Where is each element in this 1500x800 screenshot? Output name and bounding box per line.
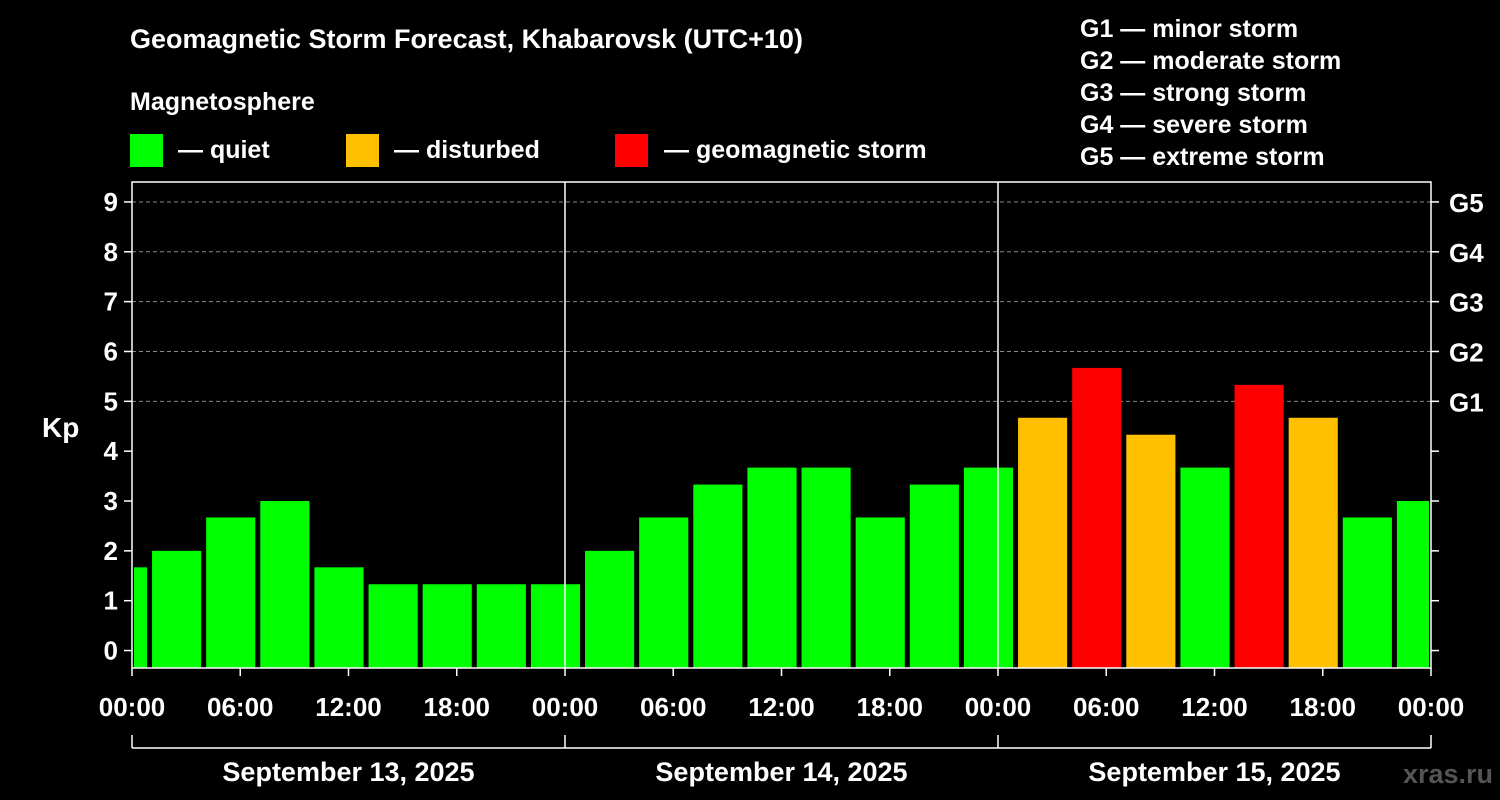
x-tick-label: 18:00 [1290, 692, 1357, 722]
x-tick-label: 18:00 [424, 692, 491, 722]
scale-g2: G2 — moderate storm [1080, 47, 1341, 75]
day-label: September 15, 2025 [1088, 757, 1340, 787]
kp-bar [368, 584, 418, 668]
kp-bar [1342, 517, 1392, 668]
scale-g3: G3 — strong storm [1080, 79, 1306, 107]
g-scale-label: G2 [1449, 337, 1484, 367]
kp-bar [134, 567, 148, 668]
y-tick-label: 4 [104, 436, 119, 466]
kp-bar [801, 467, 851, 668]
scale-g4: G4 — severe storm [1080, 111, 1308, 139]
y-tick-label: 5 [104, 386, 118, 416]
legend: — quiet — disturbed — geomagnetic storm [130, 134, 927, 167]
watermark: xras.ru [1403, 759, 1493, 789]
scale-g5: G5 — extreme storm [1080, 143, 1325, 171]
g-scale-label: G3 [1449, 288, 1484, 318]
scale-g1: G1 — minor storm [1080, 15, 1298, 43]
y-tick-label: 6 [104, 336, 118, 366]
kp-bar [152, 550, 202, 668]
x-tick-label: 12:00 [1181, 692, 1248, 722]
g-scale-label: G5 [1449, 188, 1484, 218]
kp-bar [206, 517, 256, 668]
x-tick-label: 12:00 [315, 692, 382, 722]
legend-label-quiet: — quiet [178, 136, 270, 164]
legend-swatch-quiet [130, 134, 163, 167]
kp-bar [1288, 417, 1338, 668]
legend-label-disturbed: — disturbed [394, 136, 540, 164]
kp-bar [260, 501, 310, 668]
kp-bar [639, 517, 689, 668]
kp-bar [855, 517, 905, 668]
g-scale-label: G4 [1449, 238, 1484, 268]
x-tick-label: 00:00 [965, 692, 1032, 722]
kp-bar [422, 584, 472, 668]
x-tick-label: 00:00 [1398, 692, 1465, 722]
x-tick-label: 00:00 [532, 692, 599, 722]
kp-bar [747, 467, 797, 668]
y-tick-label: 1 [104, 586, 118, 616]
kp-bar [909, 484, 959, 668]
chart-title: Geomagnetic Storm Forecast, Khabarovsk (… [130, 24, 803, 54]
kp-bar [530, 584, 581, 668]
x-tick-label: 06:00 [640, 692, 707, 722]
storm-scale-legend: G1 — minor storm G2 — moderate storm G3 … [1080, 15, 1341, 171]
x-tick-label: 18:00 [857, 692, 924, 722]
x-tick-label: 12:00 [748, 692, 815, 722]
kp-bar [963, 467, 1014, 668]
legend-heading: Magnetosphere [130, 88, 315, 116]
y-tick-label: 9 [104, 187, 118, 217]
plot-area: 0 1 2 3 4 5 6 7 8 9 G1 G2 G3 G4 G5 00:00 06:00 12:00 18:00… [99, 181, 1484, 787]
x-tick-label: 06:00 [207, 692, 274, 722]
y-tick-label: 8 [104, 237, 118, 267]
y-axis-label: Kp [42, 412, 79, 443]
kp-bar [476, 584, 526, 668]
y-tick-label: 0 [104, 636, 118, 666]
kp-bar [1126, 434, 1176, 668]
y-tick-label: 7 [104, 287, 118, 317]
legend-label-storm: — geomagnetic storm [664, 136, 927, 164]
kp-bar [585, 550, 635, 668]
x-tick-label: 06:00 [1073, 692, 1140, 722]
legend-swatch-disturbed [346, 134, 379, 167]
day-label: September 14, 2025 [655, 757, 907, 787]
g-scale-label: G1 [1449, 387, 1484, 417]
legend-swatch-storm [615, 134, 648, 167]
y-tick-label: 2 [104, 536, 118, 566]
x-tick-label: 00:00 [99, 692, 166, 722]
kp-bar [693, 484, 743, 668]
kp-bar [1180, 467, 1230, 668]
kp-bar [1072, 367, 1122, 668]
kp-bar [1234, 384, 1284, 668]
kp-bar [314, 567, 364, 668]
y-tick-label: 3 [104, 486, 118, 516]
day-label: September 13, 2025 [222, 757, 474, 787]
kp-bar [1018, 417, 1068, 668]
kp-bar [1396, 501, 1429, 668]
